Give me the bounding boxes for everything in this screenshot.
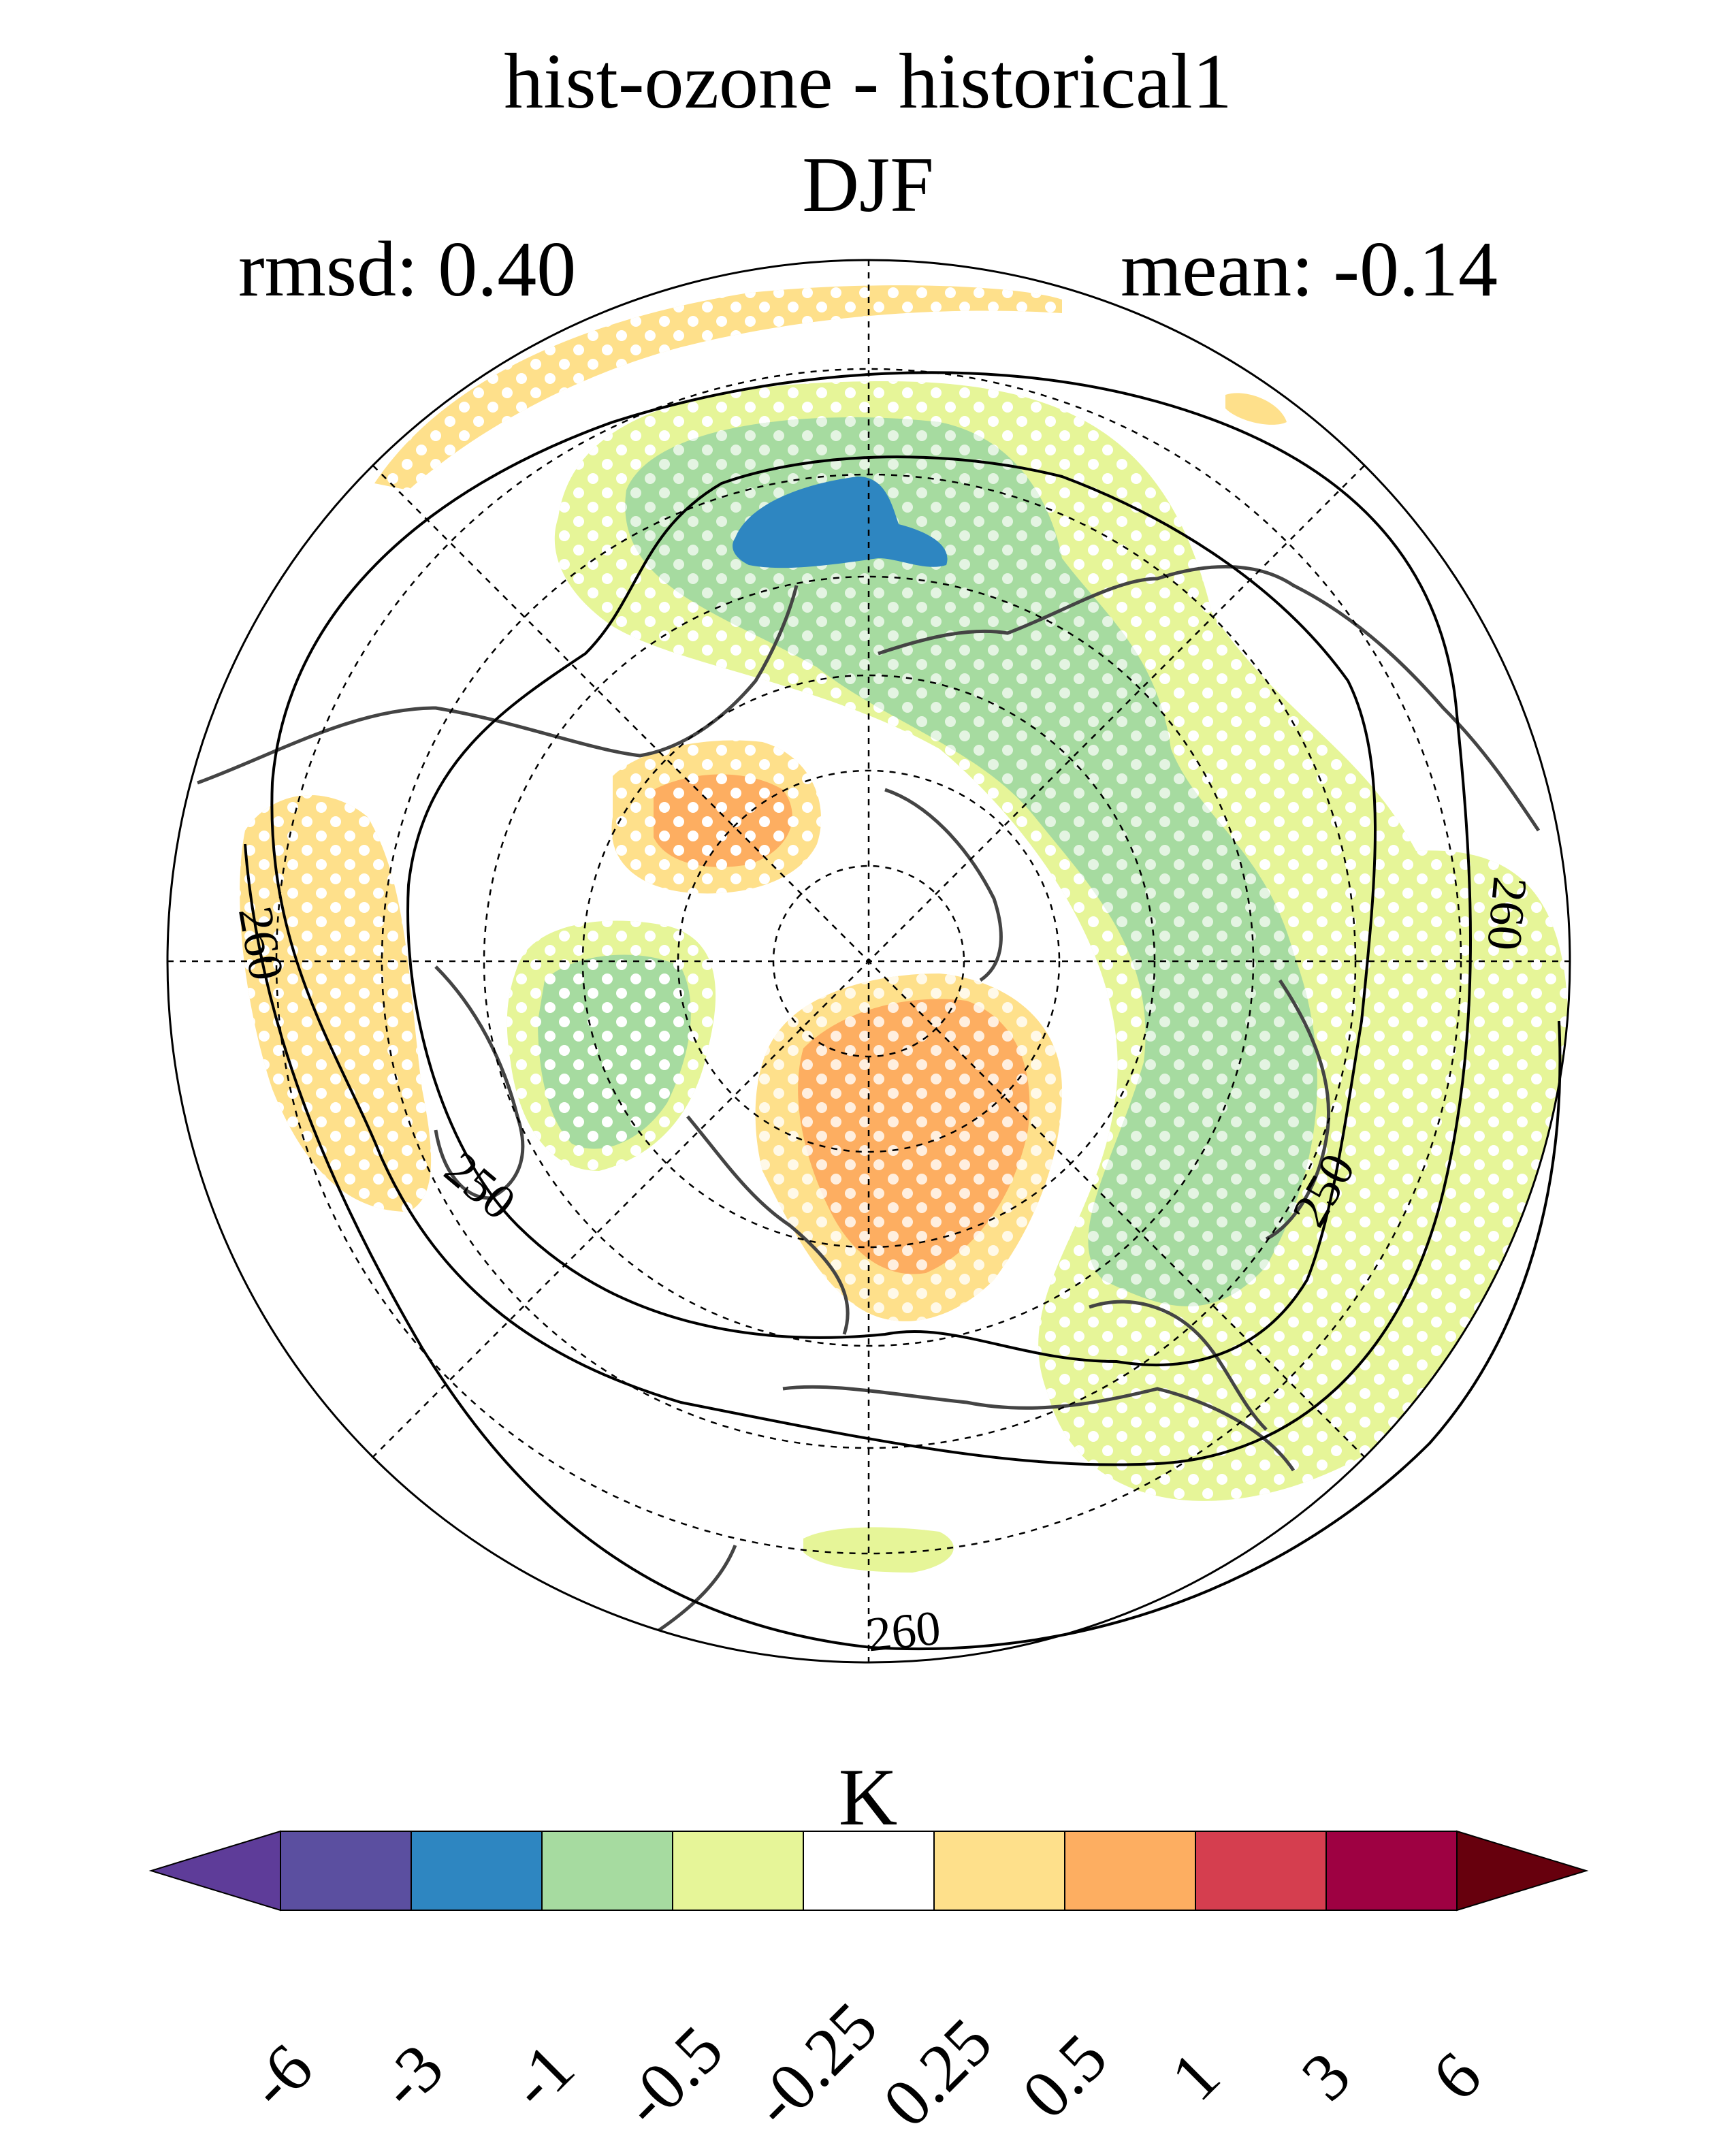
graticule (167, 260, 1570, 1662)
colorbar-segment (1064, 1831, 1196, 1911)
region-orange-north-central-dots (611, 740, 822, 894)
polar-map: 260 260 250 250 260 (166, 259, 1571, 1664)
contour-250 (406, 455, 1377, 1366)
colorbar-segment (280, 1831, 412, 1911)
colorbar-segment (933, 1831, 1065, 1911)
colorbar-unit: K (838, 1752, 898, 1842)
colorbar-segment (1195, 1831, 1327, 1911)
colorbar-segment (411, 1831, 543, 1911)
contour-label-west: 260 (228, 903, 295, 984)
colorbar-segment (1325, 1831, 1458, 1911)
contour-label-south: 260 (865, 1600, 944, 1662)
region-orange-east-small (1225, 393, 1287, 425)
map-border (166, 259, 1571, 1664)
region-green-north-dots (625, 417, 1317, 1306)
colorbar-segment (672, 1831, 804, 1911)
contour-260 (270, 371, 1472, 1466)
season-label: DJF (802, 142, 934, 229)
plot-title: hist-ozone - historical1 (504, 38, 1232, 125)
colorbar-segment (541, 1831, 673, 1911)
region-green-atlantic-dots (507, 920, 716, 1171)
colorbar-upper-extension (1456, 1830, 1589, 1912)
colorbar-lower-extension (148, 1830, 281, 1912)
region-orange-arctic-rim-dots (374, 285, 1062, 490)
contour-label-east: 260 (1477, 875, 1537, 953)
contours (244, 371, 1562, 1651)
region-blue-pacific (733, 477, 948, 568)
rmsd-label: rmsd: 0.40 (238, 226, 577, 313)
region-orange-west-dots (240, 794, 432, 1212)
region-light-green-south (803, 1527, 954, 1573)
colorbar-segment (803, 1831, 935, 1911)
mean-label: mean: -0.14 (1120, 226, 1498, 313)
contour-260-outer (244, 843, 1562, 1651)
